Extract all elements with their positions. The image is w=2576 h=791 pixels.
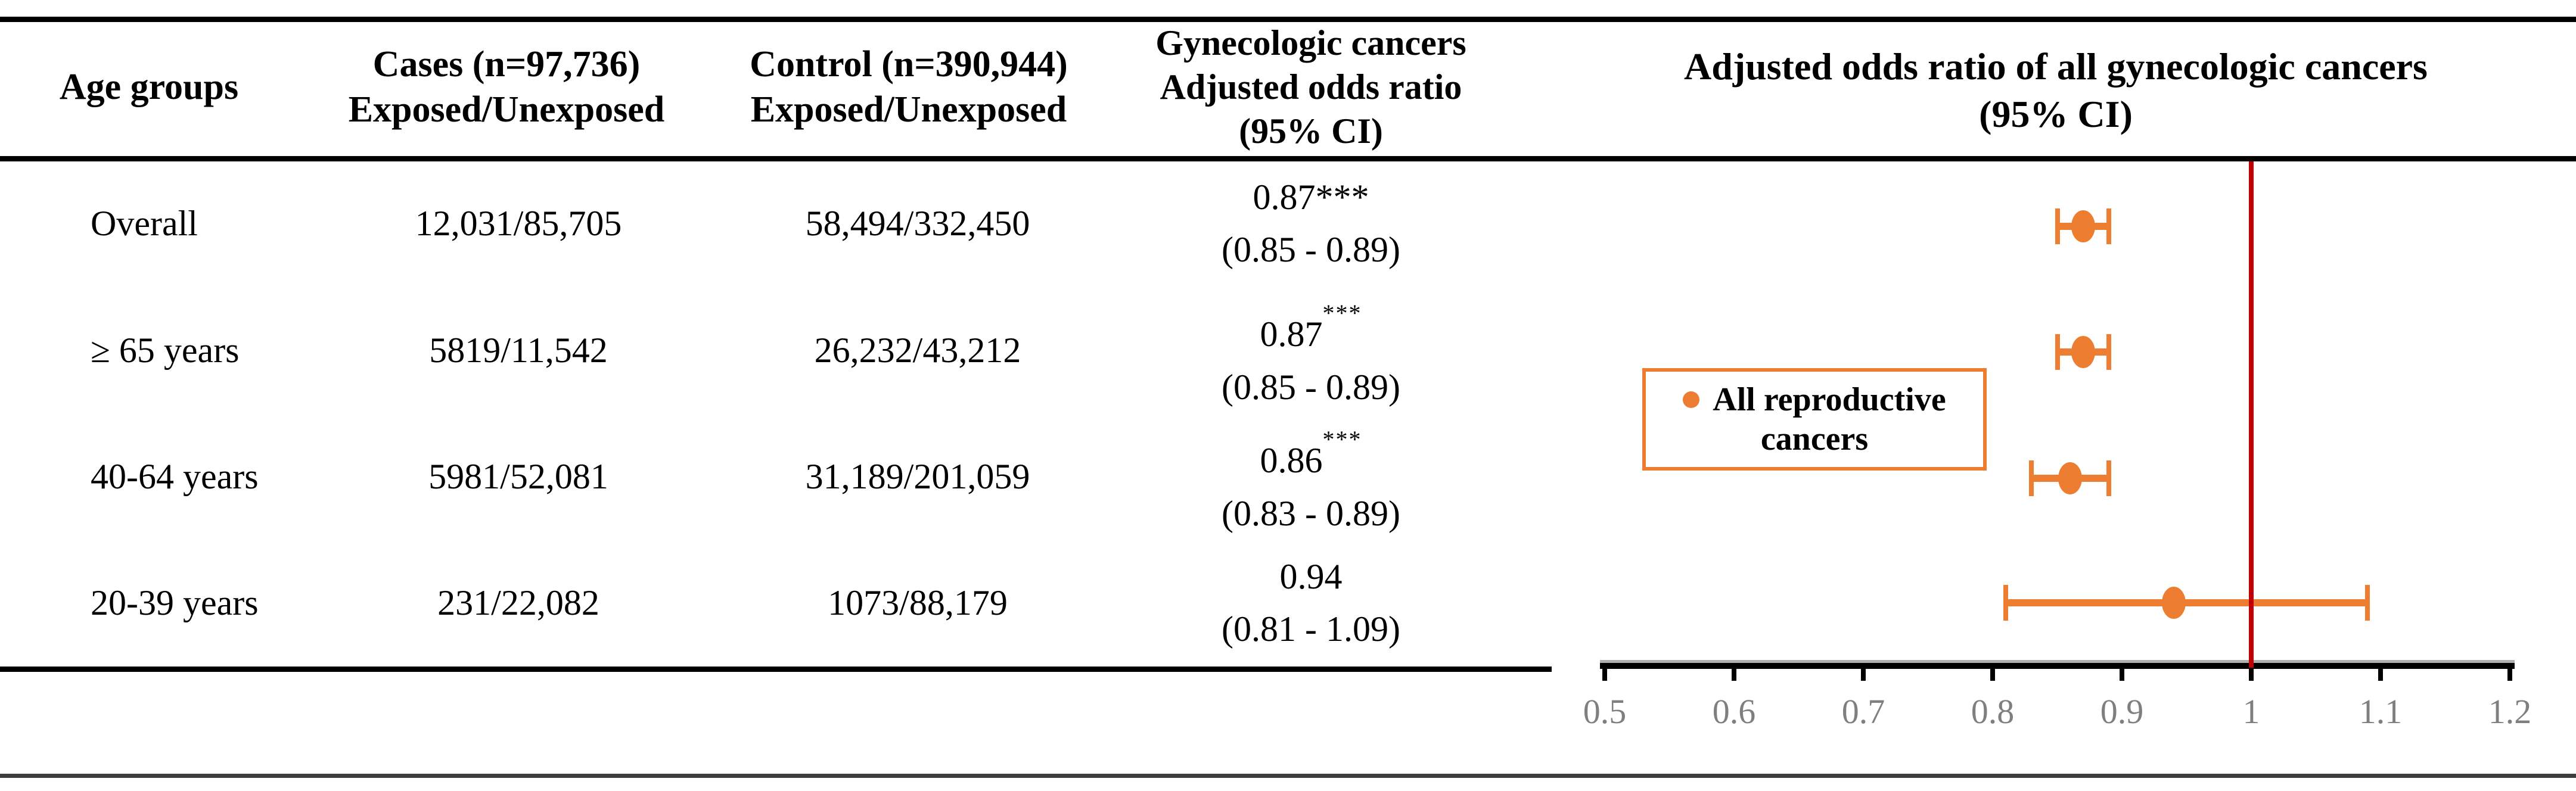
ci-cap-right [2106,208,2112,244]
x-axis-tick-label: 0.7 [1841,692,1885,731]
top-rule [0,17,2576,22]
ci-cap-left [2055,208,2060,244]
ci-cap-right [2106,334,2112,370]
odds-ratio-cell: 0.87*** (0.85 - 0.89) [1126,294,1496,407]
header-age-label: Age groups [59,67,239,107]
ci-cap-right [2365,585,2370,621]
legend-label-line2: cancers [1760,421,1869,457]
table-row: ≥ 65 years 5819/11,542 26,232/43,212 0.8… [0,294,1552,407]
or-value: 0.87 [1260,314,1323,354]
odds-ratio-marker [2058,462,2083,494]
control-cell: 31,189/201,059 [805,456,1030,496]
x-axis-tick-label: 1 [2242,692,2260,731]
column-header-outcome: Gynecologic cancers Adjusted odds ratio … [1120,18,1502,156]
x-axis-tick-label: 0.9 [2100,692,2144,731]
x-axis-tick [2507,663,2512,681]
legend-label-line1: All reproductive [1713,381,1946,418]
header-control-line1: Control (n=390,944) [750,44,1068,85]
age-cell: 20-39 years [91,583,259,622]
plot-title: Adjusted odds ratio of all gynecologic c… [1601,43,2510,138]
column-header-control: Control (n=390,944) Exposed/Unexposed [697,18,1120,156]
x-axis-tick-label: 1.2 [2488,692,2532,731]
header-bottom-rule [0,156,2576,161]
table-bottom-rule [0,667,1552,672]
cases-cell: 5819/11,542 [429,330,608,370]
confidence-interval-line [2005,599,2368,606]
column-header-cases: Cases (n=97,736) Exposed/Unexposed [316,18,697,156]
header-outcome-line1: Gynecologic cancers [1155,23,1466,63]
x-axis-tick [1602,663,1607,681]
legend: All reproductive cancers [1642,368,1987,471]
legend-marker-dot-icon [1683,391,1700,408]
cases-cell: 5981/52,081 [428,456,608,496]
x-axis-tick [1732,663,1736,681]
ci-cap-left [2029,460,2034,496]
or-ci: (0.85 - 0.89) [1222,367,1400,407]
x-axis-tick-label: 1.1 [2359,692,2403,731]
x-axis-tick-label: 0.5 [1583,692,1627,731]
ci-cap-right [2106,460,2112,496]
control-cell: 1073/88,179 [828,583,1008,622]
age-cell: ≥ 65 years [91,330,240,370]
header-cases-line1: Cases (n=97,736) [372,44,641,85]
reference-line [2249,161,2254,668]
or-significance-stars: *** [1322,300,1362,327]
x-axis-tick-label: 0.6 [1712,692,1756,731]
odds-ratio-marker [2071,210,2095,242]
plot-title-line2: (95% CI) [1979,93,2133,135]
table-row: 20-39 years 231/22,082 1073/88,179 0.94 … [0,546,1552,659]
table-row: Overall 12,031/85,705 58,494/332,450 0.8… [0,167,1552,280]
or-value: 0.94 [1279,557,1343,596]
x-axis-tick-label: 0.8 [1971,692,2015,731]
odds-ratio-cell: 0.94 (0.81 - 1.09) [1126,546,1496,659]
header-outcome-line2: Adjusted odds ratio [1160,67,1462,107]
x-axis-tick [2378,663,2383,681]
or-value: 0.86 [1260,441,1323,481]
cases-cell: 231/22,082 [437,583,599,622]
or-ci: (0.83 - 0.89) [1222,493,1400,533]
x-axis-line [1600,663,2515,669]
cases-cell: 12,031/85,705 [415,203,622,243]
header-control-line2: Exposed/Unexposed [750,89,1067,130]
or-significance-stars: *** [1322,426,1362,453]
plot-title-line1: Adjusted odds ratio of all gynecologic c… [1684,45,2428,88]
control-cell: 26,232/43,212 [814,330,1021,370]
header-outcome-line3: (95% CI) [1239,111,1383,151]
figure-bottom-rule [0,774,2576,778]
control-cell: 58,494/332,450 [805,203,1030,243]
x-axis-tick [2120,663,2124,681]
or-significance-stars: *** [1315,177,1369,217]
odds-ratio-marker [2071,336,2095,368]
or-ci: (0.81 - 1.09) [1222,609,1400,649]
x-axis-tick [2249,663,2254,681]
x-axis-tick [1861,663,1866,681]
age-cell: Overall [91,203,198,243]
column-header-age-groups: Age groups [18,18,280,156]
odds-ratio-marker [2161,587,2186,619]
x-axis-tick [1990,663,1995,681]
table-row: 40-64 years 5981/52,081 31,189/201,059 0… [0,420,1552,533]
odds-ratio-cell: 0.87*** (0.85 - 0.89) [1126,167,1496,280]
header-cases-line2: Exposed/Unexposed [348,89,665,130]
or-value: 0.87 [1253,177,1316,217]
or-ci: (0.85 - 0.89) [1222,230,1400,269]
ci-cap-left [2055,334,2060,370]
age-cell: 40-64 years [91,456,259,496]
ci-cap-left [2003,585,2008,621]
odds-ratio-cell: 0.86*** (0.83 - 0.89) [1126,420,1496,533]
